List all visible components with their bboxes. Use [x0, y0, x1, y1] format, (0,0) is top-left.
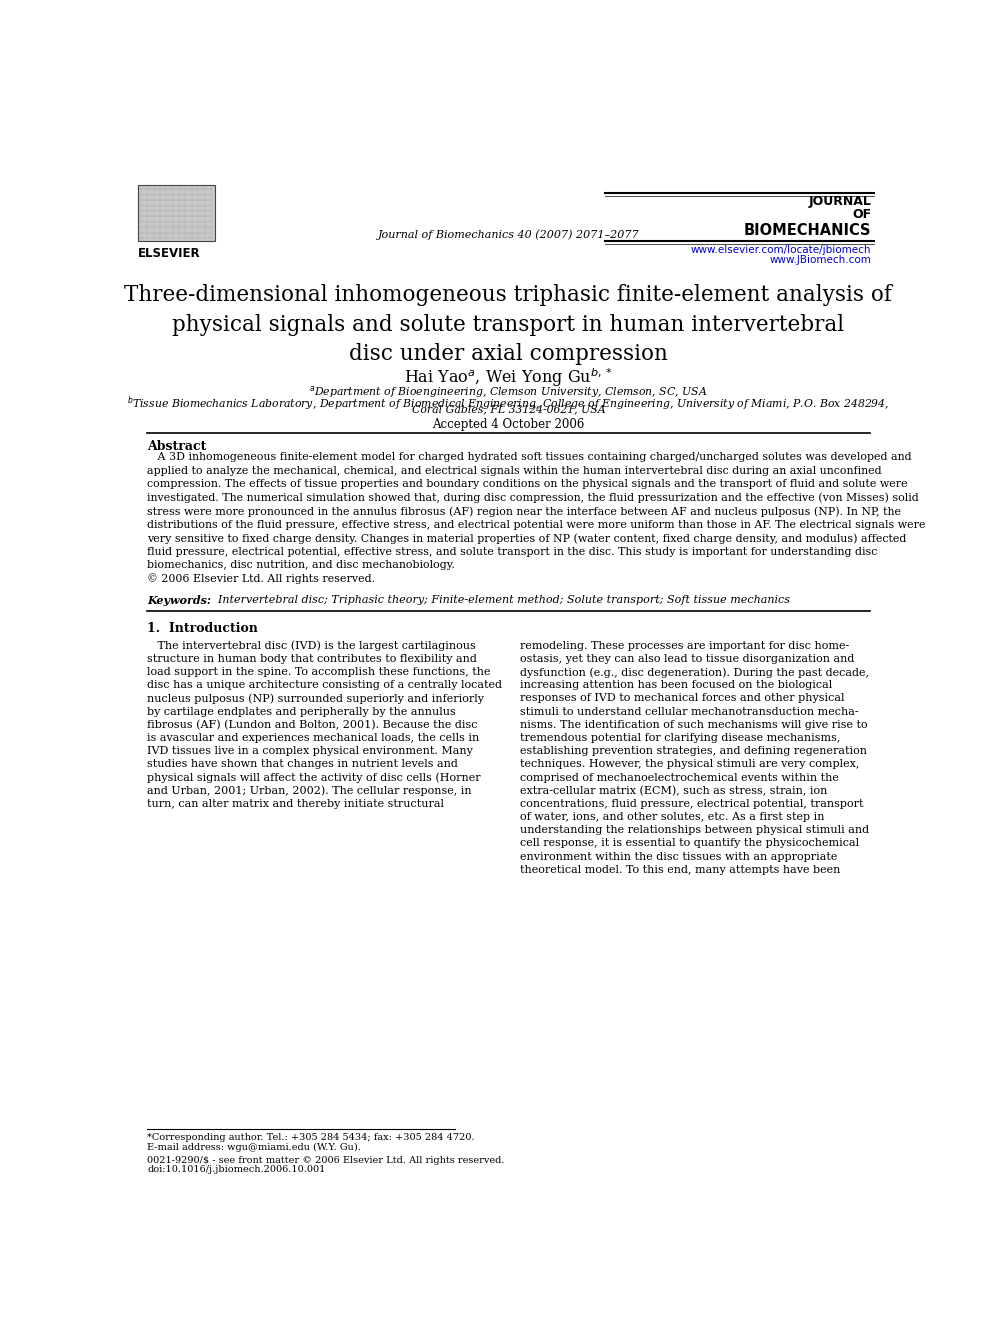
Text: comprised of mechanoelectrochemical events within the: comprised of mechanoelectrochemical even… — [520, 773, 839, 782]
Text: is avascular and experiences mechanical loads, the cells in: is avascular and experiences mechanical … — [147, 733, 479, 744]
Text: cell response, it is essential to quantify the physicochemical: cell response, it is essential to quanti… — [520, 839, 859, 848]
Text: extra-cellular matrix (ECM), such as stress, strain, ion: extra-cellular matrix (ECM), such as str… — [520, 786, 827, 796]
Text: fluid pressure, electrical potential, effective stress, and solute transport in : fluid pressure, electrical potential, ef… — [147, 546, 878, 557]
Text: Three-dimensional inhomogeneous triphasic finite-element analysis of
physical si: Three-dimensional inhomogeneous triphasi… — [124, 284, 893, 365]
Text: studies have shown that changes in nutrient levels and: studies have shown that changes in nutri… — [147, 759, 458, 770]
Text: distributions of the fluid pressure, effective stress, and electrical potential : distributions of the fluid pressure, eff… — [147, 520, 926, 529]
Text: E-mail address: wgu@miami.edu (W.Y. Gu).: E-mail address: wgu@miami.edu (W.Y. Gu). — [147, 1143, 361, 1152]
Text: fibrosus (AF) (Lundon and Bolton, 2001). Because the disc: fibrosus (AF) (Lundon and Bolton, 2001).… — [147, 720, 477, 730]
Text: applied to analyze the mechanical, chemical, and electrical signals within the h: applied to analyze the mechanical, chemi… — [147, 466, 882, 476]
Text: disc has a unique architecture consisting of a centrally located: disc has a unique architecture consistin… — [147, 680, 502, 691]
Text: 0021-9290/$ - see front matter © 2006 Elsevier Ltd. All rights reserved.: 0021-9290/$ - see front matter © 2006 El… — [147, 1156, 505, 1166]
Text: understanding the relationships between physical stimuli and: understanding the relationships between … — [520, 826, 869, 835]
Text: Journal of Biomechanics 40 (2007) 2071–2077: Journal of Biomechanics 40 (2007) 2071–2… — [378, 230, 639, 241]
Text: Coral Gables, FL 33124-0621, USA: Coral Gables, FL 33124-0621, USA — [412, 405, 605, 414]
Text: nisms. The identification of such mechanisms will give rise to: nisms. The identification of such mechan… — [520, 720, 868, 730]
Text: doi:10.1016/j.jbiomech.2006.10.001: doi:10.1016/j.jbiomech.2006.10.001 — [147, 1166, 325, 1175]
Text: environment within the disc tissues with an appropriate: environment within the disc tissues with… — [520, 852, 837, 861]
Text: JOURNAL: JOURNAL — [808, 194, 871, 208]
Bar — [138, 185, 214, 241]
Text: theoretical model. To this end, many attempts have been: theoretical model. To this end, many att… — [520, 865, 840, 875]
Text: nucleus pulposus (NP) surrounded superiorly and inferiorly: nucleus pulposus (NP) surrounded superio… — [147, 693, 484, 704]
Text: techniques. However, the physical stimuli are very complex,: techniques. However, the physical stimul… — [520, 759, 859, 770]
Text: and Urban, 2001; Urban, 2002). The cellular response, in: and Urban, 2001; Urban, 2002). The cellu… — [147, 786, 471, 796]
Text: stimuli to understand cellular mechanotransduction mecha-: stimuli to understand cellular mechanotr… — [520, 706, 858, 717]
Text: stress were more pronounced in the annulus fibrosus (AF) region near the interfa: stress were more pronounced in the annul… — [147, 507, 901, 517]
Text: $^a$Department of Bioengineering, Clemson University, Clemson, SC, USA: $^a$Department of Bioengineering, Clemso… — [310, 384, 707, 400]
Text: *Corresponding author. Tel.: +305 284 5434; fax: +305 284 4720.: *Corresponding author. Tel.: +305 284 54… — [147, 1132, 475, 1142]
Text: concentrations, fluid pressure, electrical potential, transport: concentrations, fluid pressure, electric… — [520, 799, 863, 808]
Text: investigated. The numerical simulation showed that, during disc compression, the: investigated. The numerical simulation s… — [147, 492, 919, 503]
Text: very sensitive to fixed charge density. Changes in material properties of NP (wa: very sensitive to fixed charge density. … — [147, 533, 907, 544]
Text: 1.  Introduction: 1. Introduction — [147, 622, 258, 635]
Text: of water, ions, and other solutes, etc. As a first step in: of water, ions, and other solutes, etc. … — [520, 812, 824, 822]
Text: IVD tissues live in a complex physical environment. Many: IVD tissues live in a complex physical e… — [147, 746, 473, 757]
Text: © 2006 Elsevier Ltd. All rights reserved.: © 2006 Elsevier Ltd. All rights reserved… — [147, 574, 375, 585]
Text: physical signals will affect the activity of disc cells (Horner: physical signals will affect the activit… — [147, 773, 481, 783]
Text: turn, can alter matrix and thereby initiate structural: turn, can alter matrix and thereby initi… — [147, 799, 444, 808]
Text: www.JBiomech.com: www.JBiomech.com — [770, 254, 871, 265]
Text: The intervertebral disc (IVD) is the largest cartilaginous: The intervertebral disc (IVD) is the lar… — [147, 640, 476, 651]
Text: $^b$Tissue Biomechanics Laboratory, Department of Biomedical Engineering, Colleg: $^b$Tissue Biomechanics Laboratory, Depa… — [127, 394, 890, 413]
Text: responses of IVD to mechanical forces and other physical: responses of IVD to mechanical forces an… — [520, 693, 844, 704]
Text: BIOMECHANICS: BIOMECHANICS — [744, 222, 871, 238]
Text: Keywords:: Keywords: — [147, 595, 211, 606]
Text: Hai Yao$^a$, Wei Yong Gu$^{b,*}$: Hai Yao$^a$, Wei Yong Gu$^{b,*}$ — [404, 366, 613, 389]
Text: Intervertebral disc; Triphasic theory; Finite-element method; Solute transport; : Intervertebral disc; Triphasic theory; F… — [211, 595, 790, 605]
Text: biomechanics, disc nutrition, and disc mechanobiology.: biomechanics, disc nutrition, and disc m… — [147, 560, 455, 570]
Text: ELSEVIER: ELSEVIER — [138, 247, 200, 261]
Text: ostasis, yet they can also lead to tissue disorganization and: ostasis, yet they can also lead to tissu… — [520, 654, 854, 664]
Text: establishing prevention strategies, and defining regeneration: establishing prevention strategies, and … — [520, 746, 867, 757]
Text: by cartilage endplates and peripherally by the annulus: by cartilage endplates and peripherally … — [147, 706, 455, 717]
Text: www.elsevier.com/locate/jbiomech: www.elsevier.com/locate/jbiomech — [690, 246, 871, 255]
Text: dysfunction (e.g., disc degeneration). During the past decade,: dysfunction (e.g., disc degeneration). D… — [520, 667, 869, 677]
Text: Accepted 4 October 2006: Accepted 4 October 2006 — [433, 418, 584, 430]
Text: tremendous potential for clarifying disease mechanisms,: tremendous potential for clarifying dise… — [520, 733, 840, 744]
Text: A 3D inhomogeneous finite-element model for charged hydrated soft tissues contai: A 3D inhomogeneous finite-element model … — [147, 452, 912, 462]
Text: load support in the spine. To accomplish these functions, the: load support in the spine. To accomplish… — [147, 667, 491, 677]
Text: Abstract: Abstract — [147, 441, 206, 452]
Text: compression. The effects of tissue properties and boundary conditions on the phy: compression. The effects of tissue prope… — [147, 479, 908, 490]
Text: OF: OF — [852, 208, 871, 221]
Text: remodeling. These processes are important for disc home-: remodeling. These processes are importan… — [520, 640, 849, 651]
Text: structure in human body that contributes to flexibility and: structure in human body that contributes… — [147, 654, 477, 664]
Text: increasing attention has been focused on the biological: increasing attention has been focused on… — [520, 680, 832, 691]
